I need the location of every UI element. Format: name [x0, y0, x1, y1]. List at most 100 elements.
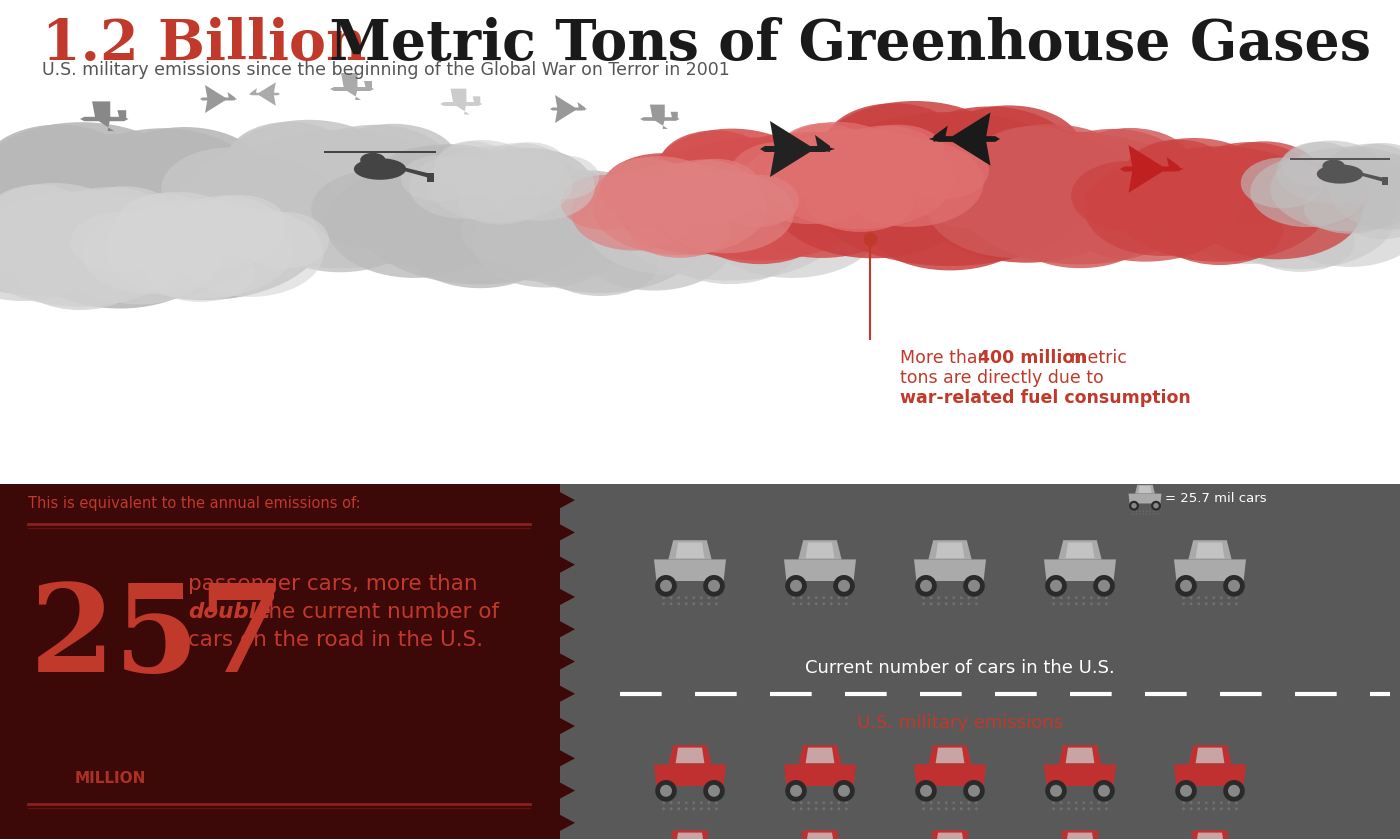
Polygon shape [204, 85, 225, 113]
Circle shape [923, 602, 925, 605]
Ellipse shape [449, 166, 641, 282]
Ellipse shape [125, 206, 228, 272]
Circle shape [1228, 807, 1231, 810]
Ellipse shape [1291, 164, 1386, 219]
Circle shape [930, 807, 932, 810]
Ellipse shape [0, 155, 150, 295]
Circle shape [846, 597, 848, 599]
Polygon shape [1135, 485, 1155, 493]
Ellipse shape [161, 148, 297, 231]
Ellipse shape [542, 232, 659, 296]
Circle shape [792, 602, 795, 605]
Circle shape [1228, 602, 1231, 605]
Circle shape [1190, 801, 1193, 805]
Circle shape [1182, 801, 1184, 805]
Polygon shape [473, 96, 480, 104]
Ellipse shape [693, 190, 827, 264]
Circle shape [1228, 597, 1231, 599]
Ellipse shape [311, 170, 440, 249]
Polygon shape [451, 89, 470, 115]
Circle shape [1212, 597, 1215, 599]
Circle shape [685, 807, 687, 810]
Ellipse shape [190, 195, 286, 249]
Ellipse shape [185, 156, 339, 253]
Circle shape [837, 602, 840, 605]
Polygon shape [440, 102, 482, 106]
Circle shape [937, 807, 941, 810]
Ellipse shape [805, 172, 914, 232]
Ellipse shape [220, 120, 398, 223]
Ellipse shape [1277, 141, 1385, 204]
Circle shape [1205, 597, 1208, 599]
Polygon shape [676, 543, 704, 558]
Polygon shape [798, 745, 841, 764]
Ellipse shape [571, 173, 692, 248]
Circle shape [830, 807, 833, 810]
Ellipse shape [42, 187, 176, 269]
Circle shape [678, 597, 680, 599]
Ellipse shape [766, 129, 955, 229]
Circle shape [952, 807, 955, 810]
Polygon shape [1291, 158, 1390, 159]
Polygon shape [1175, 764, 1246, 786]
Circle shape [967, 602, 970, 605]
Polygon shape [1058, 540, 1102, 560]
Circle shape [1235, 801, 1238, 805]
Ellipse shape [769, 131, 977, 258]
Ellipse shape [571, 174, 696, 251]
Ellipse shape [773, 122, 902, 196]
Circle shape [1228, 801, 1231, 805]
Ellipse shape [17, 241, 143, 310]
Circle shape [974, 801, 977, 805]
Circle shape [815, 807, 818, 810]
Polygon shape [928, 136, 1000, 142]
Ellipse shape [482, 153, 595, 221]
Ellipse shape [599, 156, 718, 225]
Polygon shape [671, 112, 678, 119]
Polygon shape [928, 745, 972, 764]
Circle shape [846, 602, 848, 605]
Circle shape [1205, 602, 1208, 605]
Ellipse shape [601, 154, 722, 227]
Ellipse shape [360, 153, 385, 167]
Polygon shape [1382, 177, 1387, 185]
Circle shape [700, 807, 703, 810]
Ellipse shape [1323, 159, 1345, 172]
Polygon shape [330, 87, 374, 91]
Circle shape [1228, 784, 1240, 797]
Polygon shape [1128, 493, 1162, 503]
Ellipse shape [973, 126, 1092, 197]
Ellipse shape [1264, 161, 1369, 227]
Circle shape [662, 597, 665, 599]
Circle shape [685, 602, 687, 605]
Circle shape [837, 807, 840, 810]
Circle shape [808, 602, 811, 605]
Ellipse shape [294, 125, 456, 224]
Circle shape [837, 597, 840, 599]
Polygon shape [798, 831, 841, 839]
Circle shape [1105, 807, 1107, 810]
Ellipse shape [911, 150, 1039, 229]
Ellipse shape [1193, 157, 1362, 259]
Text: Current number of cars in the U.S.: Current number of cars in the U.S. [805, 659, 1114, 677]
Polygon shape [914, 560, 986, 581]
Polygon shape [1196, 832, 1225, 839]
Circle shape [1067, 801, 1070, 805]
Ellipse shape [914, 127, 1140, 263]
Polygon shape [92, 102, 113, 131]
Circle shape [937, 597, 941, 599]
Circle shape [1089, 801, 1093, 805]
Circle shape [708, 784, 720, 797]
Ellipse shape [1277, 178, 1400, 267]
Ellipse shape [731, 142, 829, 202]
Polygon shape [952, 112, 991, 165]
Ellipse shape [0, 185, 90, 248]
Circle shape [967, 580, 980, 591]
Ellipse shape [357, 154, 603, 284]
Circle shape [1224, 575, 1245, 597]
Polygon shape [1189, 745, 1232, 764]
Circle shape [1075, 602, 1078, 605]
Ellipse shape [469, 148, 592, 219]
Ellipse shape [689, 153, 833, 241]
Circle shape [1098, 807, 1100, 810]
